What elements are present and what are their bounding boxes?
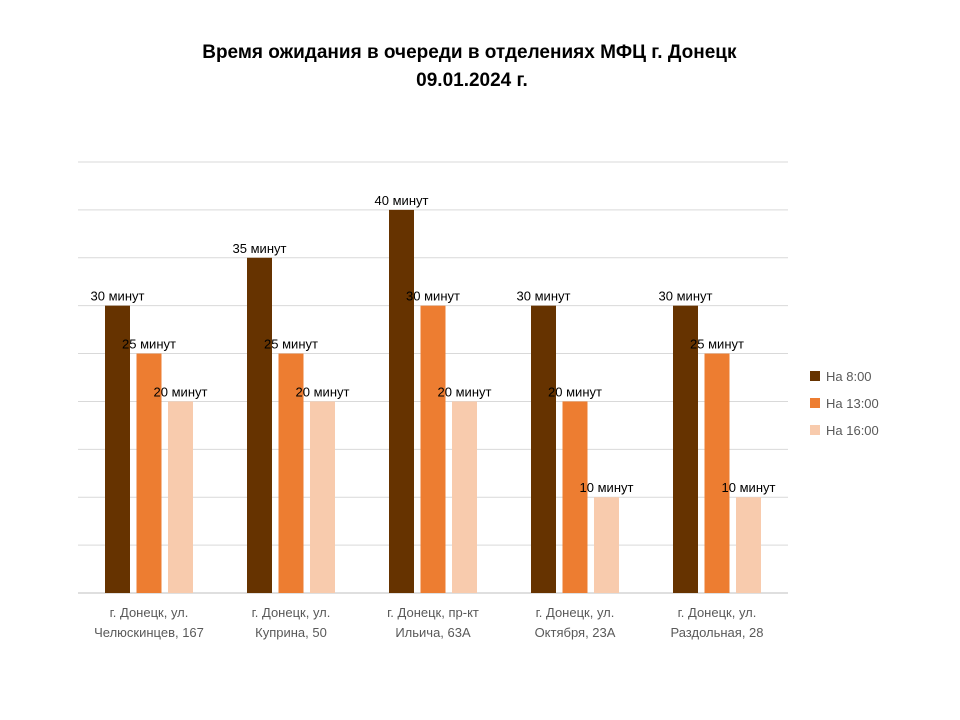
category-label-line: г. Донецк, ул. — [110, 605, 189, 620]
data-label: 20 минут — [154, 384, 208, 399]
category-label: г. Донецк, ул. Раздольная, 28 — [670, 605, 763, 640]
category-label-line: г. Донецк, ул. — [252, 605, 331, 620]
category-label-line: Куприна, 50 — [255, 625, 327, 640]
bar — [452, 401, 477, 593]
data-label: 35 минут — [233, 241, 287, 256]
legend-swatch — [810, 425, 820, 435]
category-label: г. Донецк, ул. Куприна, 50 — [252, 605, 331, 640]
data-label: 20 минут — [438, 384, 492, 399]
category-label-line: Челюскинцев, 167 — [94, 625, 204, 640]
category-label-line: г. Донецк, ул. — [678, 605, 757, 620]
chart-title-line-2: 09.01.2024 г. — [416, 70, 528, 91]
data-label: 25 минут — [690, 337, 744, 352]
chart-title: Время ожидания в очереди в отделениях МФ… — [202, 42, 742, 91]
bar — [105, 305, 130, 593]
category-label-line: г. Донецк, ул. — [536, 605, 615, 620]
data-label: 10 минут — [580, 480, 634, 495]
category-label: г. Донецк, ул. Октября, 23А — [535, 605, 616, 640]
category-label: г. Донецк, пр-кт Ильича, 63А — [387, 605, 479, 640]
legend-label: На 16:00 — [826, 423, 879, 438]
category-label-line: Раздольная, 28 — [670, 625, 763, 640]
bar — [562, 401, 588, 593]
data-label: 40 минут — [375, 193, 429, 208]
bar — [136, 353, 162, 593]
data-label: 25 минут — [264, 337, 318, 352]
bar — [168, 401, 193, 593]
data-label: 30 минут — [517, 289, 571, 304]
legend: На 8:00 На 13:00 На 16:00 — [810, 369, 879, 438]
chart-title-line-1: Время ожидания в очереди в отделениях МФ… — [202, 42, 737, 63]
bar — [704, 353, 730, 593]
bar — [310, 401, 335, 593]
bar — [420, 305, 446, 593]
data-labels: 30 минут 25 минут 20 минут 35 минут 25 минут… — [91, 193, 776, 495]
data-label: 20 минут — [296, 384, 350, 399]
legend-swatch — [810, 398, 820, 408]
legend-swatch — [810, 371, 820, 381]
bar — [278, 353, 304, 593]
bar — [673, 305, 698, 593]
data-label: 20 минут — [548, 384, 602, 399]
data-label: 30 минут — [659, 289, 713, 304]
data-label: 25 минут — [122, 337, 176, 352]
legend-label: На 8:00 — [826, 369, 872, 384]
bar — [594, 497, 619, 593]
bar — [531, 305, 556, 593]
bars — [105, 209, 761, 593]
bar — [736, 497, 761, 593]
bar — [247, 257, 272, 593]
bar — [389, 209, 414, 593]
category-label-line: Ильича, 63А — [395, 625, 471, 640]
data-label: 10 минут — [722, 480, 776, 495]
data-label: 30 минут — [406, 289, 460, 304]
category-label: г. Донецк, ул. Челюскинцев, 167 — [94, 605, 204, 640]
category-label-line: г. Донецк, пр-кт — [387, 605, 479, 620]
legend-label: На 13:00 — [826, 396, 879, 411]
data-label: 30 минут — [91, 289, 145, 304]
category-label-line: Октября, 23А — [535, 625, 616, 640]
